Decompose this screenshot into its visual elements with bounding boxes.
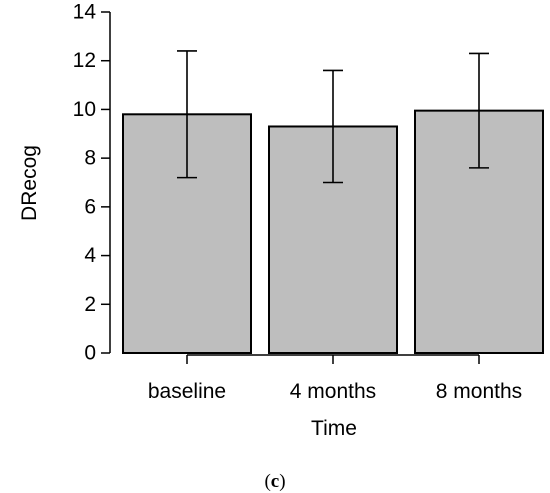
y-tick-label: 2 xyxy=(84,293,96,316)
caption-open: ( xyxy=(264,471,270,492)
x-tick-label: baseline xyxy=(148,380,226,403)
y-axis: 0 2 4 6 8 10 12 14 xyxy=(73,1,111,365)
y-tick-label: 10 xyxy=(73,98,96,121)
error-bars xyxy=(177,50,489,184)
figure-caption: (c) xyxy=(264,471,285,492)
y-tick-label: 14 xyxy=(73,1,97,24)
caption-letter: c xyxy=(271,471,279,492)
x-axis-label: Time xyxy=(311,417,357,440)
y-axis-label: DRecog xyxy=(18,145,41,221)
x-tick-label: 4 months xyxy=(290,380,376,403)
y-tick-label: 6 xyxy=(84,195,96,218)
y-tick-label: 4 xyxy=(84,244,96,267)
x-axis: baseline 4 months 8 months xyxy=(148,354,522,403)
x-tick-label: 8 months xyxy=(436,380,522,403)
y-tick-label: 12 xyxy=(73,49,96,72)
y-tick-label: 8 xyxy=(84,147,96,170)
y-tick-label: 0 xyxy=(84,342,96,365)
caption-close: ) xyxy=(279,471,285,492)
